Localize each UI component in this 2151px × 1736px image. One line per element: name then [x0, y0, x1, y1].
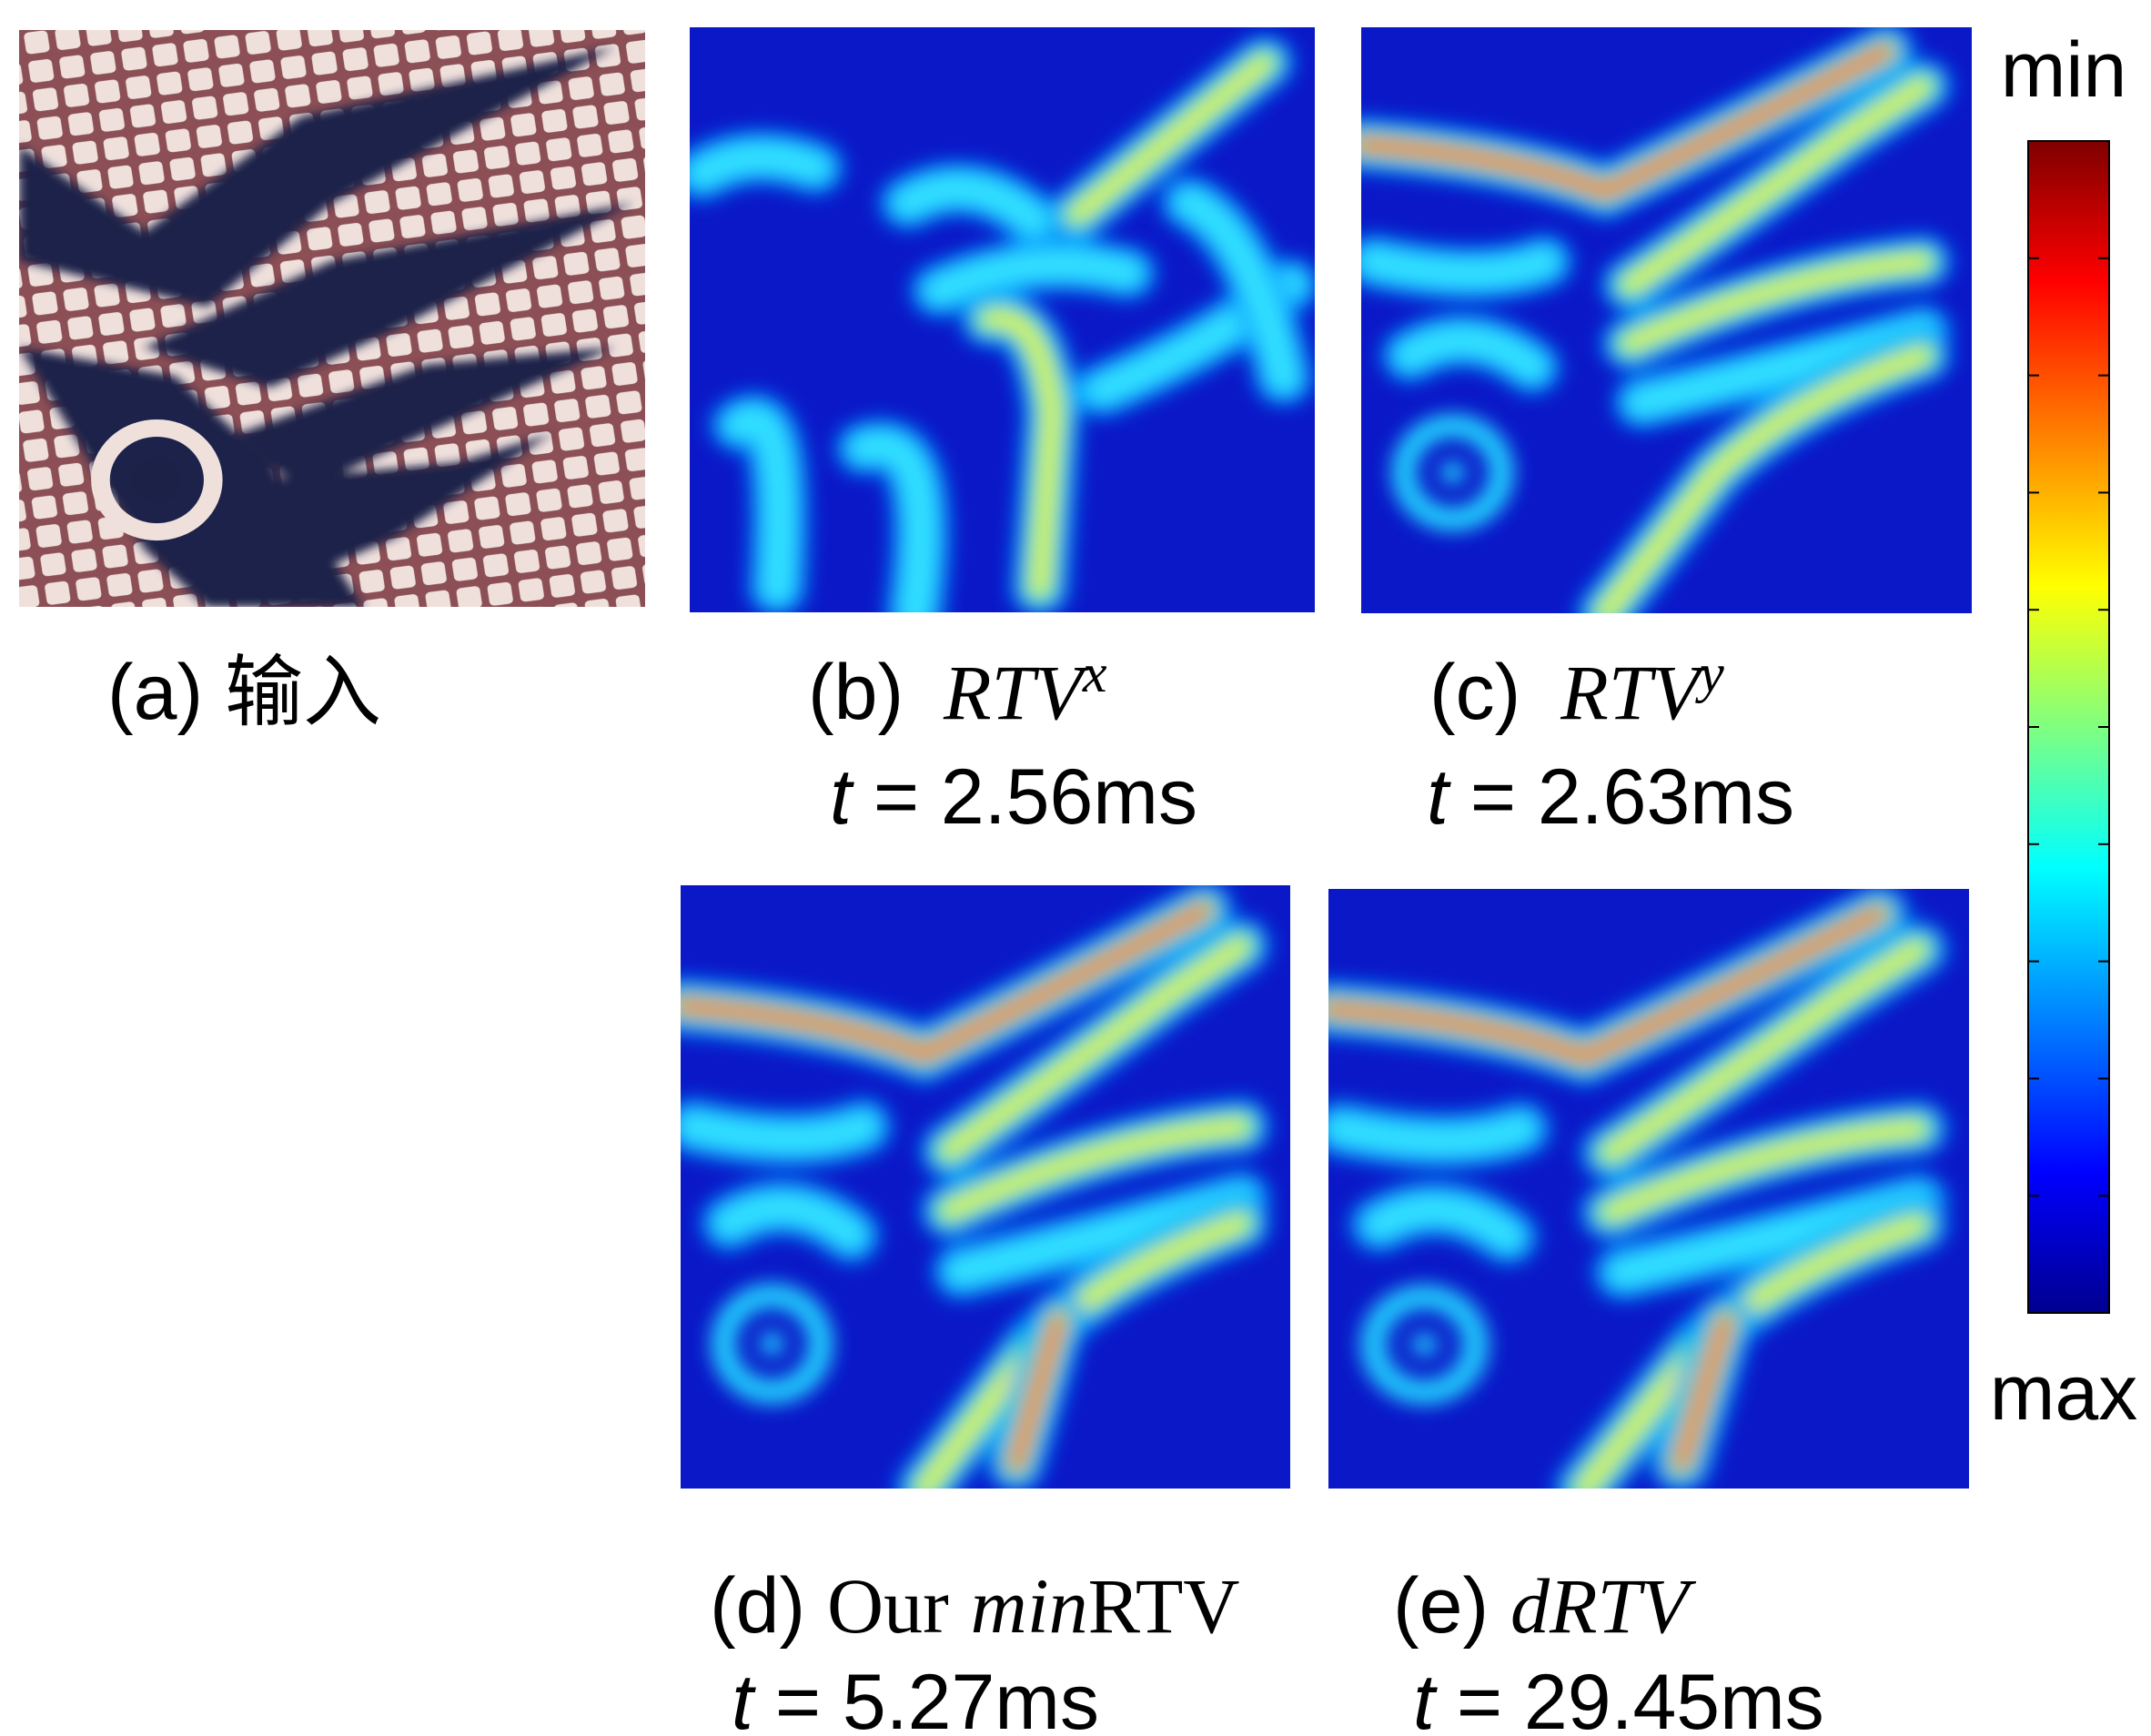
heatmap-body [681, 885, 1290, 1489]
time-c: t = 2.63ms [1427, 753, 1794, 841]
suffix: RTV [1088, 1562, 1240, 1650]
time: = 2.63ms [1470, 753, 1794, 841]
label: (e) [1393, 1562, 1489, 1650]
caption-c: (c) RTVy [1429, 643, 1724, 736]
heatmap-body [690, 27, 1315, 612]
superscript: x [1082, 643, 1107, 703]
caption-a: (a) 输入 [107, 649, 381, 736]
caption-e: (e) dRTV [1393, 1562, 1696, 1650]
feature [702, 157, 815, 174]
symbol: t [1413, 1659, 1438, 1736]
heatmap [681, 885, 1290, 1489]
heatmap [690, 27, 1315, 612]
method: RTV [1560, 649, 1707, 736]
feature-dot [1412, 1333, 1438, 1357]
time-d: t = 5.27ms [732, 1659, 1099, 1736]
word: Our [827, 1562, 949, 1650]
symbol: t [732, 1659, 756, 1736]
colorbar-max: max [1990, 1349, 2137, 1437]
symbol: t [1427, 753, 1451, 841]
feature [692, 1126, 863, 1138]
label: (c) [1429, 649, 1520, 736]
feature [1341, 1129, 1520, 1141]
method: RTV [943, 649, 1090, 736]
heatmap-body [1361, 27, 1972, 613]
feature [1373, 262, 1544, 274]
caption-b: (b) RTVx [808, 643, 1107, 736]
time: = 29.45ms [1457, 1659, 1824, 1736]
method: min [971, 1562, 1088, 1650]
time-e: t = 29.45ms [1413, 1659, 1824, 1736]
label: (d) [710, 1562, 805, 1650]
time: = 2.56ms [874, 753, 1197, 841]
feature-dot [760, 1332, 784, 1357]
time-b: t = 2.56ms [830, 753, 1197, 841]
feature-dot [1440, 461, 1465, 485]
heatmap [1328, 889, 1969, 1489]
figure: min max (a) 输入 (b) RTVx t = 2.56ms (c) R… [0, 0, 2151, 1736]
page: {"panels": [ {"label": "(a)", "text": "输… [0, 0, 2151, 1736]
time: = 5.27ms [775, 1659, 1099, 1736]
label: (a) [107, 649, 203, 736]
heatmap [1361, 27, 1972, 613]
colorbar [2028, 141, 2109, 1313]
caption-d: (d) Our minRTV [710, 1562, 1240, 1650]
input-image [19, 30, 645, 607]
heatmap-body [1328, 889, 1969, 1489]
text: 输入 [225, 649, 381, 736]
symbol: t [830, 753, 854, 841]
colorbar-min: min [2001, 26, 2127, 114]
method: dRTV [1510, 1562, 1696, 1650]
label: (b) [808, 649, 904, 736]
